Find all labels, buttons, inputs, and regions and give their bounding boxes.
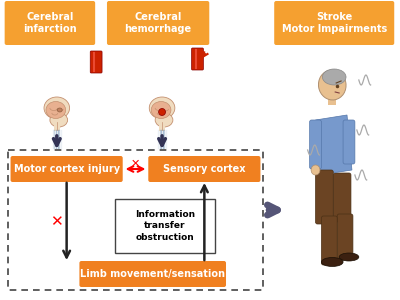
Ellipse shape [46,101,66,118]
Ellipse shape [159,109,166,116]
Text: ✕: ✕ [131,159,140,169]
Text: ✕: ✕ [50,214,63,230]
Ellipse shape [318,70,346,100]
Text: Sensory cortex: Sensory cortex [163,164,246,174]
Text: Motor cortex injury: Motor cortex injury [14,164,120,174]
Ellipse shape [50,113,68,127]
Text: Information
transfer
obstruction: Information transfer obstruction [135,210,195,242]
FancyBboxPatch shape [337,214,353,260]
FancyBboxPatch shape [328,97,336,105]
FancyBboxPatch shape [115,199,215,253]
FancyBboxPatch shape [90,51,102,73]
Ellipse shape [311,165,320,175]
FancyBboxPatch shape [148,156,260,182]
Polygon shape [316,115,352,175]
FancyBboxPatch shape [5,1,95,45]
Text: Limb movement/sensation: Limb movement/sensation [80,269,225,279]
Ellipse shape [322,69,346,85]
Ellipse shape [44,97,70,119]
Text: Cerebral
hemorrhage: Cerebral hemorrhage [124,12,192,34]
FancyBboxPatch shape [80,261,226,287]
FancyBboxPatch shape [274,1,394,45]
Ellipse shape [149,97,175,119]
Ellipse shape [151,101,171,118]
FancyBboxPatch shape [343,120,355,164]
FancyBboxPatch shape [316,170,333,224]
Ellipse shape [322,257,343,266]
FancyBboxPatch shape [322,216,337,265]
FancyBboxPatch shape [107,1,209,45]
FancyBboxPatch shape [159,125,165,131]
Ellipse shape [57,108,62,112]
FancyBboxPatch shape [54,125,60,131]
FancyBboxPatch shape [310,120,322,169]
Text: Stroke
Motor Impairments: Stroke Motor Impairments [282,12,387,34]
Ellipse shape [339,253,359,261]
Text: Cerebral
infarction: Cerebral infarction [23,12,77,34]
FancyBboxPatch shape [333,173,351,222]
FancyBboxPatch shape [192,48,203,70]
FancyBboxPatch shape [10,156,123,182]
Ellipse shape [155,113,173,127]
